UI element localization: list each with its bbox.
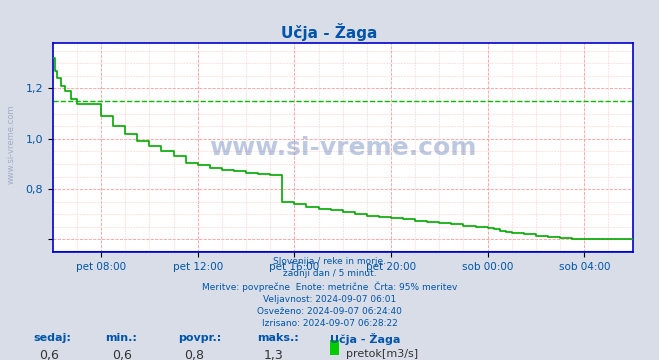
- Text: pretok[m3/s]: pretok[m3/s]: [346, 349, 418, 359]
- Text: www.si-vreme.com: www.si-vreme.com: [7, 104, 16, 184]
- Text: sedaj:: sedaj:: [33, 333, 71, 343]
- Text: maks.:: maks.:: [257, 333, 299, 343]
- Text: 0,8: 0,8: [185, 349, 204, 360]
- Text: Učja - Žaga: Učja - Žaga: [281, 23, 378, 41]
- Text: 0,6: 0,6: [112, 349, 132, 360]
- Text: Slovenija / reke in morje.
zadnji dan / 5 minut.
Meritve: povprečne  Enote: metr: Slovenija / reke in morje. zadnji dan / …: [202, 257, 457, 328]
- Text: 0,6: 0,6: [40, 349, 59, 360]
- Text: 1,3: 1,3: [264, 349, 283, 360]
- Text: min.:: min.:: [105, 333, 137, 343]
- Text: Učja - Žaga: Učja - Žaga: [330, 333, 400, 345]
- Text: www.si-vreme.com: www.si-vreme.com: [209, 136, 476, 159]
- Text: povpr.:: povpr.:: [178, 333, 221, 343]
